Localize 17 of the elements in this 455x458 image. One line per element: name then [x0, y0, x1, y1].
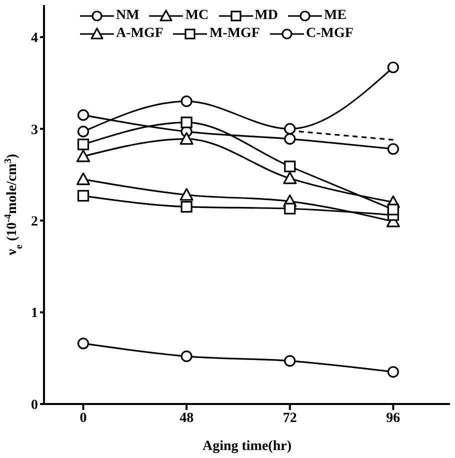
legend-label: A-MGF [116, 26, 164, 42]
legend-label: MD [254, 8, 278, 24]
legend-label: ME [324, 8, 347, 24]
legend-label: MC [185, 8, 209, 24]
y-tick-label: 1 [31, 306, 38, 322]
x-tick-label: 0 [80, 410, 87, 426]
y-tick-label: 0 [31, 398, 38, 413]
x-tick-label: 96 [386, 410, 400, 426]
y-tick-label: 4 [31, 31, 38, 46]
x-tick-label: 72 [282, 410, 297, 426]
y-tick-label: 3 [31, 122, 38, 138]
x-tick-label: 48 [180, 410, 194, 426]
legend-label: M-MGF [209, 26, 260, 42]
legend-label: C-MGF [306, 26, 354, 42]
legend-label: NM [116, 8, 140, 24]
y-tick-label: 2 [31, 214, 38, 230]
x-axis-title: Aging time(hr) [202, 439, 292, 454]
